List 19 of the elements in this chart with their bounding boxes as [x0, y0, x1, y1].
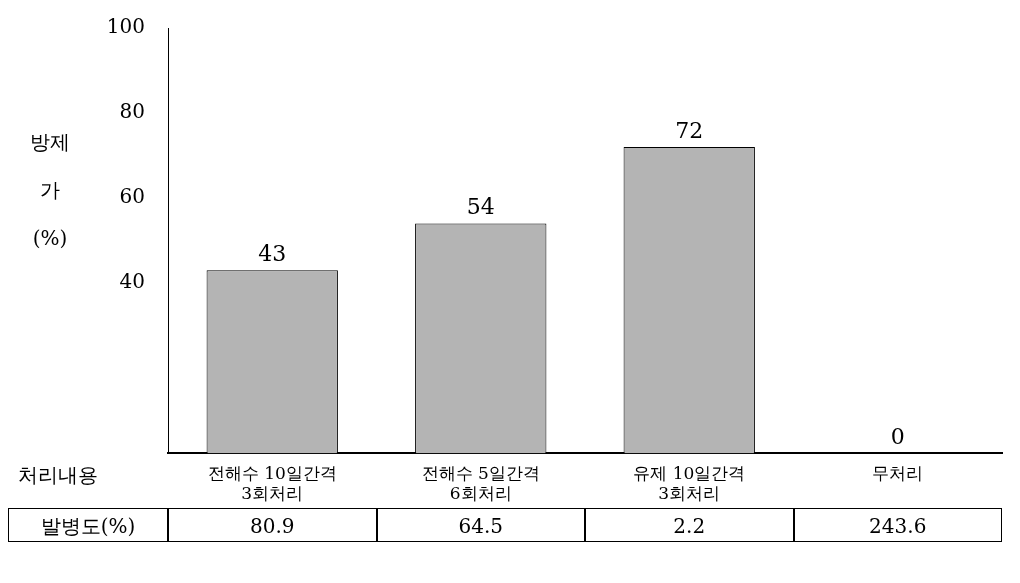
text: 80.9	[168, 508, 377, 542]
text: 64.5	[376, 508, 585, 542]
data-label: 43	[258, 241, 287, 267]
y-tick-label: 60	[119, 184, 145, 209]
text: 발병도(%)	[8, 508, 168, 542]
text: 2.2	[585, 508, 794, 542]
data-label: 54	[466, 194, 495, 220]
y-tick-label: 80	[119, 99, 145, 124]
x-tick-label: 전해수 10일간격 3회처리	[207, 462, 337, 504]
data-label: 72	[675, 117, 704, 143]
y-tick-label: 100	[106, 14, 145, 39]
x-tick-label: 무처리	[872, 462, 924, 483]
text: 243.6	[793, 508, 1002, 542]
x-tick-label: 전해수 5일간격 6회처리	[421, 462, 540, 504]
text: 처리내용	[18, 462, 98, 489]
y-tick-label: 40	[119, 269, 145, 294]
x-tick-label: 유제 10일간격 3회처리	[633, 462, 746, 504]
text: 방제가 (%)	[30, 130, 70, 250]
data-label: 0	[890, 423, 905, 449]
